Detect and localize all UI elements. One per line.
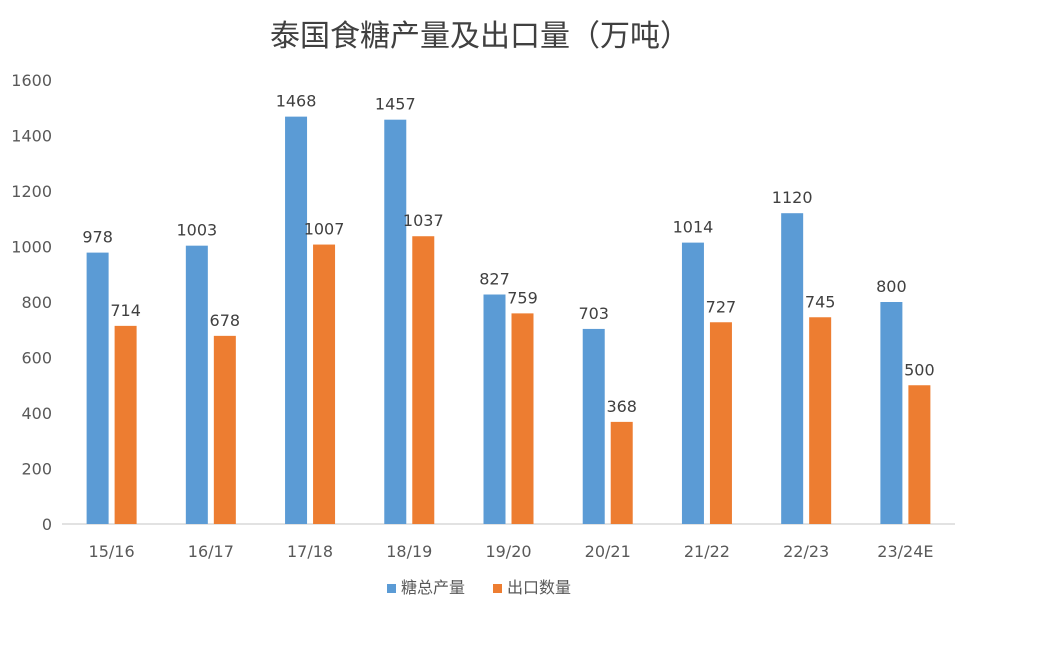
bar-export [412,236,435,525]
y-tick-label: 400 [21,404,52,423]
bar-production [285,116,308,524]
data-label: 1014 [673,218,714,237]
y-axis: 0 200 400 600 800 1000 1200 1400 1600 [11,71,52,534]
bar-production [681,242,704,525]
x-tick-label: 18/19 [386,542,432,561]
y-tick-label: 600 [21,349,52,368]
data-label: 1468 [276,92,317,111]
data-label: 1003 [176,221,217,240]
data-labels: 978 1003 1468 1457 827 703 1014 1120 800 714 678 10… [82,92,934,416]
legend: 糖总产量 出口数量 [387,578,571,597]
data-label: 1007 [304,220,345,239]
data-label: 1457 [375,95,416,114]
bar-export [908,385,931,524]
x-tick-label: 16/17 [188,542,234,561]
bar-export [213,335,236,524]
x-tick-label: 15/16 [89,542,135,561]
y-tick-label: 1400 [11,127,52,146]
x-tick-label: 20/21 [585,542,631,561]
bar-export [610,421,633,524]
data-label: 1120 [772,188,813,207]
data-label: 714 [110,301,141,320]
legend-label: 出口数量 [507,578,571,597]
bar-export [114,325,137,524]
y-tick-label: 800 [21,293,52,312]
bar-production [781,213,804,524]
y-tick-label: 1200 [11,182,52,201]
legend-swatch [493,584,502,593]
bar-production [384,119,407,525]
bar-production [582,328,605,524]
y-tick-label: 200 [21,460,52,479]
bar-export [809,317,832,524]
bars [86,116,931,525]
x-tick-label: 19/20 [485,542,531,561]
bar-production [483,294,506,524]
data-label: 678 [210,311,241,330]
bar-production [86,252,109,525]
data-label: 368 [606,397,637,416]
y-tick-label: 1000 [11,238,52,257]
data-label: 703 [578,304,609,323]
x-tick-label: 17/18 [287,542,333,561]
bar-export [313,244,336,524]
bar-export [511,313,534,524]
bar-production [185,245,208,525]
x-tick-label: 23/24E [877,542,933,561]
x-axis: 15/16 16/17 17/18 18/19 19/20 20/21 21/22 22/23… [62,523,955,561]
bar-production [880,302,903,524]
x-tick-label: 21/22 [684,542,730,561]
chart-title: 泰国食糖产量及出口量（万吨） [270,19,690,54]
legend-swatch [387,584,396,593]
data-label: 978 [82,228,113,247]
data-label: 745 [805,292,836,311]
x-tick-label: 22/23 [783,542,829,561]
data-label: 500 [904,360,935,379]
data-label: 1037 [403,211,444,230]
data-label: 827 [479,270,510,289]
legend-label: 糖总产量 [401,578,465,597]
y-tick-label: 0 [42,515,52,534]
data-label: 800 [876,277,907,296]
bar-export [709,322,732,524]
data-label: 759 [507,288,538,307]
y-tick-label: 1600 [11,71,52,90]
data-label: 727 [706,297,737,316]
